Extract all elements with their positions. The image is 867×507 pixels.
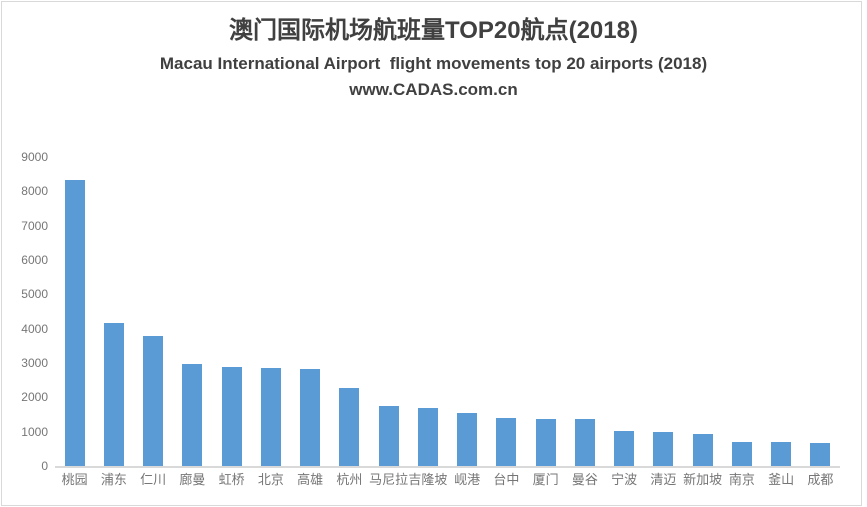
bar-slot bbox=[369, 157, 408, 466]
bar-slot bbox=[291, 157, 330, 466]
y-axis-tick-label: 4000 bbox=[21, 321, 48, 336]
x-axis-label: 岘港 bbox=[454, 472, 481, 487]
x-axis-label: 浦东 bbox=[100, 472, 127, 487]
bar bbox=[221, 366, 242, 466]
bar-slot bbox=[605, 157, 644, 466]
bar-slot bbox=[644, 157, 683, 466]
bar bbox=[810, 442, 831, 466]
x-axis-label: 高雄 bbox=[297, 472, 324, 487]
y-axis-tick-label: 8000 bbox=[21, 184, 48, 199]
y-axis-tick-label: 6000 bbox=[21, 253, 48, 267]
bar bbox=[614, 431, 635, 466]
bar bbox=[182, 364, 203, 466]
x-axis-label: 曼谷 bbox=[571, 472, 598, 487]
x-axis-label: 虹桥 bbox=[218, 472, 245, 487]
y-axis-tick-label: 0 bbox=[41, 459, 48, 473]
watermark-url: www.CADAS.com.cn bbox=[349, 80, 518, 99]
bar-slot bbox=[722, 157, 761, 466]
bar bbox=[64, 179, 85, 466]
x-axis-label: 马尼拉 bbox=[369, 472, 409, 487]
bar-slot bbox=[408, 157, 447, 466]
bar bbox=[731, 442, 752, 466]
bar bbox=[692, 433, 713, 466]
bar bbox=[143, 335, 164, 466]
x-axis-label: 吉隆坡 bbox=[408, 472, 448, 487]
y-axis-labels: 9000 8000 7000 6000 5000 4000 3000 2000 1000 0 bbox=[0, 0, 48, 507]
x-axis-label: 北京 bbox=[257, 472, 284, 487]
y-axis-tick-label: 2000 bbox=[21, 390, 48, 405]
bar-slot bbox=[55, 157, 94, 466]
x-axis-label: 仁川 bbox=[140, 472, 167, 487]
bar bbox=[653, 432, 674, 466]
y-axis-tick-label: 7000 bbox=[21, 218, 48, 233]
bar-slot bbox=[134, 157, 173, 466]
x-axis-label: 南京 bbox=[728, 472, 755, 487]
x-axis-label: 清迈 bbox=[650, 472, 677, 487]
bar-slot bbox=[801, 157, 840, 466]
bar bbox=[574, 419, 595, 466]
bar bbox=[417, 407, 438, 466]
bar-slot bbox=[526, 157, 565, 466]
bar bbox=[300, 368, 321, 466]
bar bbox=[339, 387, 360, 466]
x-axis-label: 厦门 bbox=[532, 472, 559, 487]
bar-slot bbox=[565, 157, 604, 466]
bar bbox=[103, 322, 124, 466]
chart-header: 澳门国际机场航班量TOP20航点(2018) Macau Internation… bbox=[0, 16, 867, 101]
x-axis-label: 廊曼 bbox=[179, 472, 206, 487]
bar bbox=[378, 405, 399, 466]
bar bbox=[771, 442, 792, 466]
chart-title: 澳门国际机场航班量TOP20航点(2018) bbox=[229, 17, 638, 44]
x-axis-label: 桃园 bbox=[61, 472, 88, 487]
bar-slot bbox=[173, 157, 212, 466]
bar-slot bbox=[448, 157, 487, 466]
x-axis-label: 宁波 bbox=[611, 472, 638, 487]
y-axis-tick-label: 5000 bbox=[21, 287, 48, 302]
x-axis-label: 杭州 bbox=[336, 472, 363, 487]
x-axis-label: 新加坡 bbox=[683, 472, 723, 487]
bar-slot bbox=[762, 157, 801, 466]
bar-slot bbox=[212, 157, 251, 466]
bar-slot bbox=[251, 157, 290, 466]
x-axis-label: 台中 bbox=[493, 472, 520, 487]
bar bbox=[496, 417, 517, 466]
y-axis-tick-label: 3000 bbox=[21, 356, 48, 370]
bar bbox=[457, 413, 478, 466]
x-axis-label: 釜山 bbox=[768, 472, 795, 487]
y-axis-tick-label: 1000 bbox=[21, 424, 48, 439]
chart-subtitle: Macau International Airport flight movem… bbox=[159, 54, 708, 73]
x-axis-labels: 桃园 浦东 仁川 廊曼 虹桥 北京 高雄 杭州 马尼拉 吉隆坡 岘港 台中 厦门 曼谷 宁波 清迈 新加坡 南京釜… bbox=[55, 471, 840, 488]
x-axis-label: 成都 bbox=[807, 472, 834, 487]
y-axis-tick-label: 9000 bbox=[21, 150, 48, 164]
bar-slot bbox=[487, 157, 526, 466]
bar-slot bbox=[683, 157, 722, 466]
bar bbox=[260, 367, 281, 466]
bar bbox=[535, 418, 556, 466]
plot-area bbox=[55, 157, 840, 468]
bar-slot bbox=[94, 157, 133, 466]
bar-slot bbox=[330, 157, 369, 466]
